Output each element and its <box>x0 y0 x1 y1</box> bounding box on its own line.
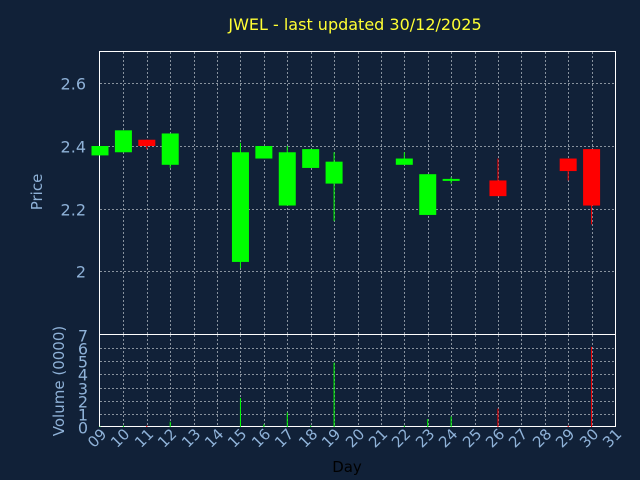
candle-body <box>325 161 343 184</box>
candles <box>91 130 601 269</box>
price-axis-label: Price <box>28 174 46 211</box>
volume-tick-label: 2 <box>78 393 88 412</box>
candle-body <box>138 139 156 146</box>
candle-body <box>395 158 413 165</box>
price-y-ticks: 2 2.2 2.4 2.6 <box>61 75 86 282</box>
volume-tick-label: 1 <box>78 406 88 425</box>
volume-tick-label: 7 <box>78 327 88 346</box>
candle-body <box>419 174 437 215</box>
volume-tick-label: 6 <box>78 340 88 359</box>
volume-tick-label: 0 <box>78 419 88 438</box>
volume-tick-label: 4 <box>78 366 88 385</box>
volume-axis-label: Volume (0000) <box>50 326 68 436</box>
candle-body <box>302 149 320 168</box>
volume-plot-frame <box>99 334 616 427</box>
candle-body <box>231 152 249 262</box>
candle-body <box>489 180 507 197</box>
volume-bars <box>99 346 593 427</box>
price-tick-label: 2.2 <box>61 201 86 220</box>
volume-grid <box>100 335 615 427</box>
volume-tick-label: 5 <box>78 353 88 372</box>
candle-body <box>583 149 601 206</box>
candle-body <box>559 158 577 172</box>
candle-body <box>161 133 179 165</box>
x-ticks: 0910111213141516171819202122232425262728… <box>84 425 625 451</box>
candle-body <box>278 152 296 206</box>
x-axis-label: Day <box>332 458 362 476</box>
price-tick-label: 2 <box>76 263 86 282</box>
chart-title: JWEL - last updated 30/12/2025 <box>227 15 481 34</box>
volume-tick-label: 3 <box>78 380 88 399</box>
price-tick-label: 2.6 <box>61 75 86 94</box>
price-tick-label: 2.4 <box>61 138 86 157</box>
candle-body <box>114 130 132 153</box>
candle-body <box>255 146 273 159</box>
candle-body <box>442 178 460 181</box>
candle-body <box>91 146 109 156</box>
